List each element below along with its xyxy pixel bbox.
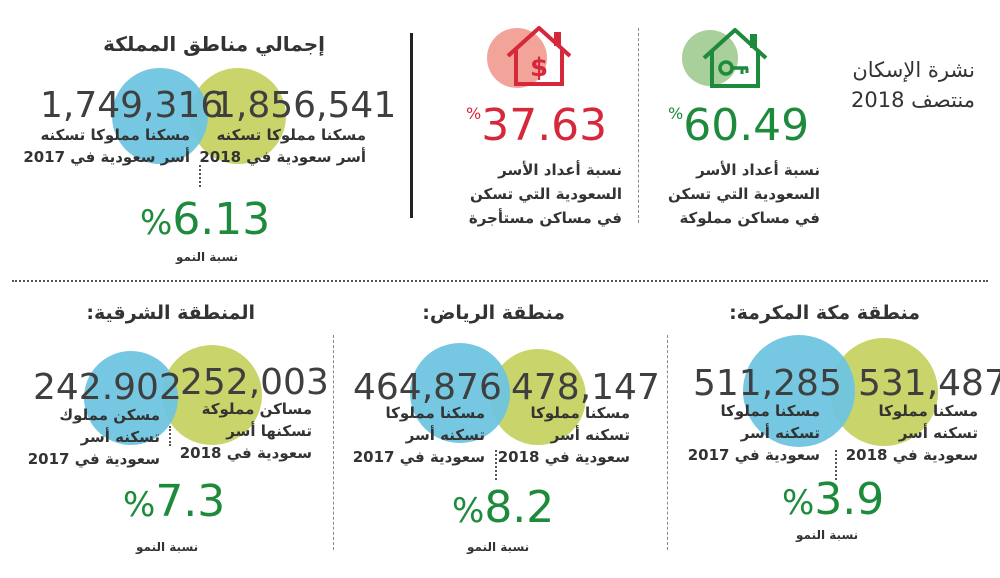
region-makkah-circle-2017 xyxy=(743,335,855,447)
total-caption-2017-line2: أسر سعودية في 2017 xyxy=(23,148,190,166)
region-riyadh-caption-2017: مسكنا مملوكا تسكنه أسر سعودية في 2017 xyxy=(345,402,485,468)
total-growth-value: 6.13 xyxy=(172,194,271,245)
region-makkah-connector xyxy=(835,450,837,480)
region-eastern-caption-2018-line1: مساكن مملوكة xyxy=(201,400,312,418)
region-eastern-caption-2017-line2: تسكنه أسر xyxy=(80,428,160,446)
total-connector xyxy=(199,165,201,187)
region-makkah-value-2018: 531,487 xyxy=(858,363,1000,404)
region-riyadh-title: منطقة الرياض: xyxy=(422,302,565,324)
region-riyadh-caption-2017-line1: مسكنا مملوكا xyxy=(385,404,485,422)
region-eastern-caption-2018-line2: تسكنها أسر xyxy=(226,422,312,440)
rented-percent: %37.63 xyxy=(466,104,607,148)
divider-owned-rented xyxy=(638,28,639,223)
region-eastern-caption-2017: مسكن مملوك تسكنه أسر سعودية في 2017 xyxy=(22,404,160,470)
region-eastern-title: المنطقة الشرقية: xyxy=(86,302,255,324)
region-riyadh-caption-2018-line1: مسكنا مملوكا xyxy=(530,404,630,422)
owned-caption: نسبة أعداد الأسر السعودية التي تسكن في م… xyxy=(660,158,820,230)
region-eastern-caption-2017-line1: مسكن مملوك xyxy=(59,406,160,424)
region-riyadh-caption-2018-line2: تسكنه أسر xyxy=(550,426,630,444)
owned-percent-sign: % xyxy=(668,104,684,123)
total-growth-sign: % xyxy=(140,203,173,243)
region-riyadh-value-2018: 478,147 xyxy=(511,367,660,408)
total-value-2018: 1,856,541 xyxy=(213,85,397,126)
region-eastern-value-2018: 252,003 xyxy=(180,362,329,403)
region-riyadh-value-2017: 464,876 xyxy=(353,367,502,408)
region-riyadh-growth: %8.2 xyxy=(452,486,554,530)
region-riyadh-caption-2017-line3: سعودية في 2017 xyxy=(352,448,485,466)
region-eastern-growth-sign: % xyxy=(123,485,156,525)
region-riyadh-growth-label: نسبة النمو xyxy=(467,540,530,554)
region-eastern-caption-2017-line3: سعودية في 2017 xyxy=(27,450,160,468)
total-title: إجمالي مناطق المملكة xyxy=(103,32,325,56)
total-circle-2017 xyxy=(112,68,208,164)
region-eastern-growth: %7.3 xyxy=(123,480,225,524)
region-eastern-circle-2017 xyxy=(84,351,178,445)
region-eastern-growth-label: نسبة النمو xyxy=(136,540,199,554)
bulletin-title-line2: منتصف 2018 xyxy=(851,88,975,112)
total-value-2017: 1,749,316 xyxy=(40,85,224,126)
total-caption-2018: مسكنا مملوكا تسكنه أسر سعودية في 2018 xyxy=(199,124,366,168)
total-caption-2017: مسكنا مملوكا تسكنه أسر سعودية في 2017 xyxy=(23,124,190,168)
region-riyadh-caption-2018-line3: سعودية في 2018 xyxy=(497,448,630,466)
bulletin-title: نشرة الإسكان منتصف 2018 xyxy=(840,55,975,115)
region-makkah-growth-label: نسبة النمو xyxy=(796,528,859,542)
region-eastern-caption-2018: مساكن مملوكة تسكنها أسر سعودية في 2018 xyxy=(175,398,312,464)
region-eastern-caption-2018-line3: سعودية في 2018 xyxy=(179,444,312,462)
rented-percent-sign: % xyxy=(466,104,482,123)
total-growth: %6.13 xyxy=(140,198,270,242)
region-makkah-growth-value: 3.9 xyxy=(814,474,885,525)
owned-percent: %60.49 xyxy=(668,104,809,148)
region-makkah-caption-2018-line1: مسكنا مملوكا xyxy=(878,402,978,420)
region-makkah-caption-2017-line3: سعودية في 2017 xyxy=(687,446,820,464)
total-caption-2018-line1: مسكنا مملوكا تسكنه xyxy=(216,126,366,144)
rented-caption-line3: في مساكن مستأجرة xyxy=(468,209,622,227)
region-eastern-circle-2018 xyxy=(162,345,262,445)
region-makkah-caption-2017-line1: مسكنا مملوكا xyxy=(720,402,820,420)
owned-percent-value: 60.49 xyxy=(683,100,810,151)
region-eastern-connector xyxy=(169,426,171,446)
divider-solid xyxy=(410,33,413,218)
region-riyadh-circle-2017 xyxy=(410,343,510,443)
bulletin-title-line1: نشرة الإسكان xyxy=(852,58,975,82)
divider-makkah-riyadh xyxy=(667,335,668,550)
region-makkah-title: منطقة مكة المكرمة: xyxy=(729,302,920,324)
owned-caption-line2: السعودية التي تسكن xyxy=(668,185,820,203)
region-eastern-value-2017: 242.902 xyxy=(33,367,182,408)
divider-riyadh-eastern xyxy=(333,335,334,550)
section-separator xyxy=(12,280,988,282)
region-makkah-caption-2018-line3: سعودية في 2018 xyxy=(845,446,978,464)
region-makkah-value-2017: 511,285 xyxy=(693,363,842,404)
owned-caption-line3: في مساكن مملوكة xyxy=(679,209,820,227)
total-caption-2017-line1: مسكنا مملوكا تسكنه xyxy=(40,126,190,144)
region-makkah-caption-2017: مسكنا مملوكا تسكنه أسر سعودية في 2017 xyxy=(680,400,820,466)
region-makkah-caption-2018-line2: تسكنه أسر xyxy=(898,424,978,442)
region-riyadh-connector xyxy=(495,450,497,480)
owned-caption-line1: نسبة أعداد الأسر xyxy=(696,161,820,179)
total-caption-2018-line2: أسر سعودية في 2018 xyxy=(199,148,366,166)
region-riyadh-caption-2017-line2: تسكنه أسر xyxy=(405,426,485,444)
rented-caption-line1: نسبة أعداد الأسر xyxy=(498,161,622,179)
region-makkah-growth-sign: % xyxy=(782,483,815,523)
region-makkah-caption-2018: مسكنا مملوكا تسكنه أسر سعودية في 2018 xyxy=(838,400,978,466)
house-dollar-icon: $ xyxy=(506,26,572,86)
rented-caption: نسبة أعداد الأسر السعودية التي تسكن في م… xyxy=(452,158,622,230)
region-riyadh-growth-value: 8.2 xyxy=(484,482,555,533)
rented-percent-value: 37.63 xyxy=(481,100,608,151)
region-makkah-growth: %3.9 xyxy=(782,478,884,522)
rented-caption-line2: السعودية التي تسكن xyxy=(470,185,622,203)
total-growth-label: نسبة النمو xyxy=(176,250,239,264)
region-eastern-growth-value: 7.3 xyxy=(155,476,226,527)
region-riyadh-growth-sign: % xyxy=(452,491,485,531)
dollar-glyph: $ xyxy=(530,53,548,83)
region-makkah-caption-2017-line2: تسكنه أسر xyxy=(740,424,820,442)
region-riyadh-caption-2018: مسكنا مملوكا تسكنه أسر سعودية في 2018 xyxy=(497,402,630,468)
house-key-icon xyxy=(702,28,768,88)
